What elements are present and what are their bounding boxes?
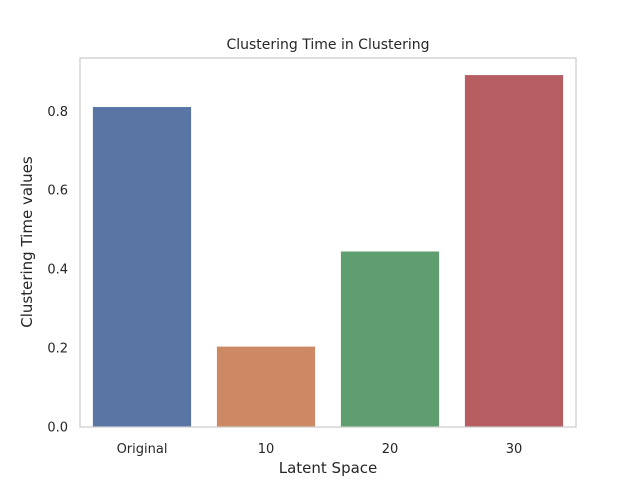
x-tick-label: 20 (382, 442, 399, 457)
plot-area (79, 57, 577, 428)
x-tick-labels: Original 10 20 30 (117, 442, 523, 457)
y-tick-label: 0.6 (47, 184, 68, 199)
x-axis-label: Latent Space (279, 459, 378, 477)
y-tick-label: 0.0 (47, 421, 68, 436)
chart-title: Clustering Time in Clustering (226, 37, 429, 53)
x-tick-label: Original (117, 442, 168, 457)
y-tick-label: 0.4 (47, 263, 68, 278)
y-tick-labels: 0.0 0.2 0.4 0.6 0.8 (47, 105, 68, 436)
bar-10 (215, 345, 317, 428)
bar-20 (339, 250, 441, 428)
y-tick-label: 0.2 (47, 342, 68, 357)
x-tick-label: 30 (506, 442, 523, 457)
bar-30 (463, 74, 565, 428)
y-axis-label: Clustering Time values (18, 156, 36, 328)
plot-frame (79, 57, 577, 428)
bar-original (91, 106, 193, 428)
x-tick-label: 10 (258, 442, 275, 457)
y-tick-label: 0.8 (47, 105, 68, 120)
bars-group (91, 74, 565, 428)
